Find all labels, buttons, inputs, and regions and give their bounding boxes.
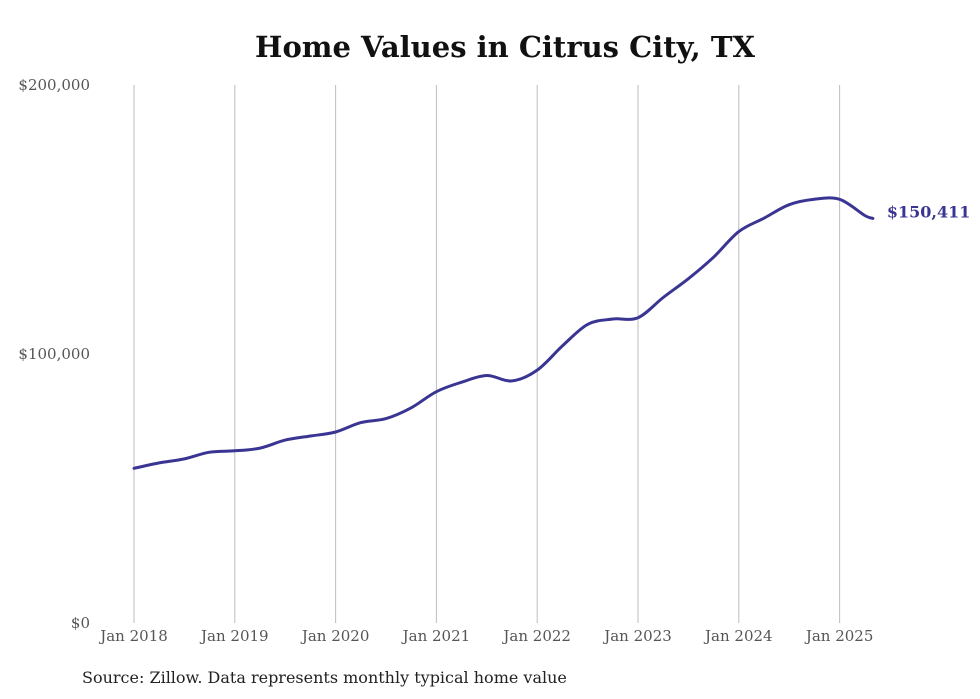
chart-title: Home Values in Citrus City, TX (255, 30, 755, 64)
x-tick-label: Jan 2021 (401, 627, 471, 645)
series-line (132, 196, 875, 470)
y-tick-label: $0 (71, 614, 90, 632)
grid-lines (133, 85, 841, 623)
x-axis-ticks: Jan 2018 Jan 2019 Jan 2020 Jan 2021 Jan 2022… (98, 627, 873, 645)
y-axis-ticks: $0 $100,000 $200,000 (18, 76, 90, 632)
source-note: Source: Zillow. Data represents monthly … (82, 668, 567, 687)
x-tick-label: Jan 2018 (98, 627, 168, 645)
y-tick-label: $200,000 (18, 76, 90, 94)
x-tick-label: Jan 2020 (300, 627, 370, 645)
line-chart: $0$100,000$200,000 Jan 2018 Jan 2019 Jan 2… (18, 76, 971, 645)
x-tick-label: Jan 2025 (804, 627, 874, 645)
x-tick-label: Jan 2023 (602, 627, 672, 645)
x-tick-label: Jan 2022 (501, 627, 571, 645)
y-tick-label: $100,000 (18, 345, 90, 363)
x-tick-label: Jan 2024 (703, 627, 773, 645)
end-value-label: $150,411 (887, 202, 971, 221)
x-tick-label: Jan 2019 (199, 627, 269, 645)
